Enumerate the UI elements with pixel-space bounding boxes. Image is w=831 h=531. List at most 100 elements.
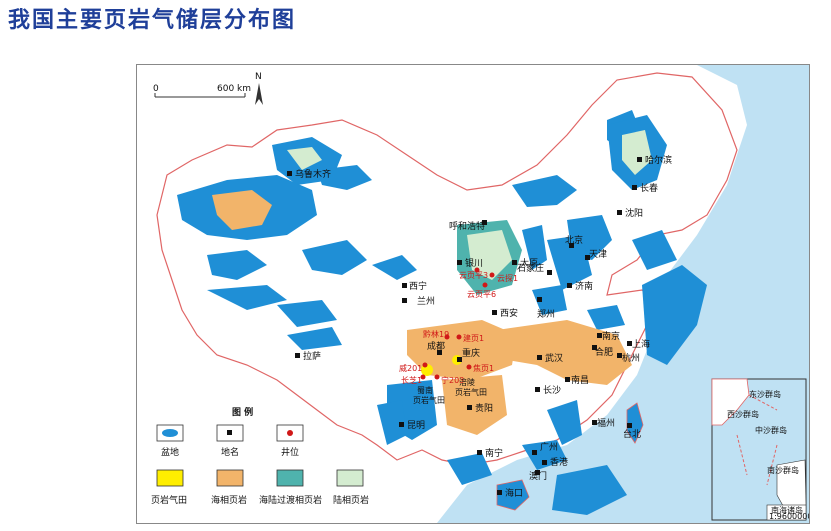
inset-scale: 1:96000000 bbox=[769, 512, 809, 521]
city-nanjing: 南京 bbox=[602, 330, 620, 342]
south-china-sea-inset: 东沙群岛 西沙群岛 中沙群岛 南沙群岛 南海诸岛 1:96000000 bbox=[711, 378, 809, 521]
basin-junggar-cont bbox=[287, 147, 322, 170]
legend-place-swatch bbox=[227, 430, 232, 435]
basin-yunnan-south bbox=[377, 400, 407, 445]
well-yunyeping3: 云页平3 bbox=[459, 271, 488, 280]
city-aomen: 澳门 bbox=[529, 470, 547, 482]
legend-basin-label: 盆地 bbox=[161, 446, 179, 458]
city-jinan: 济南 bbox=[575, 280, 593, 292]
city-changsha: 长沙 bbox=[543, 384, 561, 396]
city-huhehaote: 呼和浩特 bbox=[449, 220, 485, 232]
well-wei201: 威201 bbox=[399, 363, 422, 373]
city-hangzhou: 杭州 bbox=[622, 352, 640, 364]
legend-well-swatch bbox=[287, 430, 293, 436]
legend-gasfield-label: 页岩气田 bbox=[151, 494, 187, 506]
shale-gas-map: 0 600 km N 乌鲁木齐 哈尔滨 长春 沈阳 呼和浩特 北京 天津 石家庄… bbox=[136, 64, 810, 524]
sea-area-west bbox=[777, 65, 809, 125]
city-shenyang: 沈阳 bbox=[625, 207, 643, 219]
legend-marine-swatch bbox=[216, 469, 244, 487]
scale-zero: 0 bbox=[153, 84, 159, 94]
basin-tibet2 bbox=[207, 285, 287, 310]
basin-sichuan bbox=[407, 320, 517, 380]
basin-huabei bbox=[547, 235, 592, 290]
city-beijing: 北京 bbox=[565, 234, 583, 246]
city-haikou: 海口 bbox=[505, 487, 523, 499]
inset-dongsha: 东沙群岛 bbox=[749, 389, 781, 399]
inset-zhongsha: 中沙群岛 bbox=[755, 425, 787, 435]
city-taibei: 台北 bbox=[623, 428, 641, 440]
basin-tibet1 bbox=[207, 250, 267, 280]
city-shijiazhuang: 石家庄 bbox=[517, 262, 544, 274]
city-yinchuan: 银川 bbox=[465, 257, 483, 269]
city-hefei: 合肥 bbox=[595, 346, 613, 358]
city-nanning: 南宁 bbox=[485, 447, 503, 459]
city-xian: 西安 bbox=[500, 307, 518, 319]
basin-qianzhong bbox=[442, 375, 507, 435]
basin-eastchina-sea bbox=[642, 265, 707, 365]
city-zhengzhou: 郑州 bbox=[537, 308, 555, 320]
scale-bar: 0 600 km bbox=[153, 84, 251, 98]
city-guiyang: 贵阳 bbox=[475, 402, 493, 414]
well-jiaoye1: 焦页1 bbox=[473, 363, 494, 373]
basin-songliao-cont bbox=[622, 130, 652, 175]
basin-subei bbox=[587, 305, 625, 330]
well-yuntan1: 云探1 bbox=[497, 273, 518, 283]
city-chengdu: 成都 bbox=[427, 340, 445, 352]
legend-transitional-label: 海陆过渡相页岩 bbox=[259, 494, 322, 506]
city-fuzhou: 福州 bbox=[597, 417, 615, 429]
city-chongqing: 重庆 bbox=[462, 347, 480, 359]
city-wuhan: 武汉 bbox=[545, 352, 563, 364]
basin-ordos-cont bbox=[467, 230, 512, 280]
hainan-island bbox=[496, 479, 530, 511]
well-ning203: 宁203 bbox=[441, 375, 464, 385]
basin-south-sea bbox=[552, 465, 627, 515]
city-haerbin: 哈尔滨 bbox=[645, 154, 672, 166]
basin-south-yellow bbox=[632, 230, 677, 270]
map-legend: 图 例 盆地 地名 井位 页岩气田 海相页岩 海陆过渡相页岩 陆相页岩 bbox=[151, 406, 369, 506]
city-xianggang: 香港 bbox=[550, 456, 568, 468]
inset-title: 南海诸岛 bbox=[771, 505, 803, 515]
well-jianye1: 建页1 bbox=[463, 333, 484, 343]
legend-title: 图 例 bbox=[232, 406, 253, 418]
city-guangzhou: 广州 bbox=[540, 441, 558, 453]
region-fuling-field: 页岩气田 bbox=[455, 387, 487, 397]
inset-nansha: 南沙群岛 bbox=[767, 465, 799, 475]
well-changzhi: 长芝1 bbox=[401, 375, 422, 385]
well-yunyeping6: 云页平6 bbox=[467, 290, 496, 299]
legend-place-label: 地名 bbox=[221, 446, 239, 458]
legend-transitional-swatch bbox=[276, 469, 304, 487]
basin-beibu bbox=[447, 453, 492, 485]
region-shunan: 蜀南 bbox=[417, 385, 433, 395]
scale-distance: 600 km bbox=[217, 84, 251, 94]
basin-tibet3 bbox=[277, 300, 337, 327]
city-lanzhou: 兰州 bbox=[417, 295, 435, 307]
region-shunan-field: 页岩气田 bbox=[413, 395, 445, 405]
well-qianlin: 黔林19 bbox=[423, 329, 449, 339]
legend-continental-swatch bbox=[336, 469, 364, 487]
page-title: 我国主要页岩气储层分布图 bbox=[8, 8, 297, 33]
basin-south-china bbox=[547, 400, 582, 445]
legend-well-label: 井位 bbox=[281, 446, 299, 458]
inset-xisha: 西沙群岛 bbox=[727, 409, 759, 419]
city-nanchang: 南昌 bbox=[571, 374, 589, 386]
city-shanghai: 上海 bbox=[632, 338, 650, 350]
legend-continental-label: 陆相页岩 bbox=[333, 494, 369, 506]
north-label: N bbox=[255, 72, 262, 82]
city-markers: 乌鲁木齐 哈尔滨 长春 沈阳 呼和浩特 北京 天津 石家庄 济南 太原 银川 西… bbox=[287, 154, 672, 499]
basin-tibet4 bbox=[287, 327, 342, 350]
legend-basin-swatch bbox=[162, 429, 178, 437]
basin-nanxiang bbox=[532, 285, 567, 315]
legend-gasfield-swatch bbox=[156, 469, 184, 487]
city-lasa: 拉萨 bbox=[303, 350, 321, 362]
basin-shanxi bbox=[522, 225, 547, 270]
city-taiyuan: 太原 bbox=[520, 257, 538, 269]
basin-pearl bbox=[522, 440, 567, 470]
basin-erlian bbox=[512, 175, 577, 207]
city-wulumuqi: 乌鲁木齐 bbox=[295, 168, 331, 180]
well-markers: 云页平3 云探1 云页平6 建页1 焦页1 威201 宁203 长芝1 黔林19 bbox=[399, 267, 518, 385]
city-tianjin: 天津 bbox=[589, 249, 607, 260]
city-xining: 西宁 bbox=[409, 280, 427, 292]
region-fuling: 涪陵 bbox=[459, 377, 475, 387]
basin-qinghai bbox=[372, 255, 417, 280]
legend-marine-label: 海相页岩 bbox=[211, 494, 247, 506]
